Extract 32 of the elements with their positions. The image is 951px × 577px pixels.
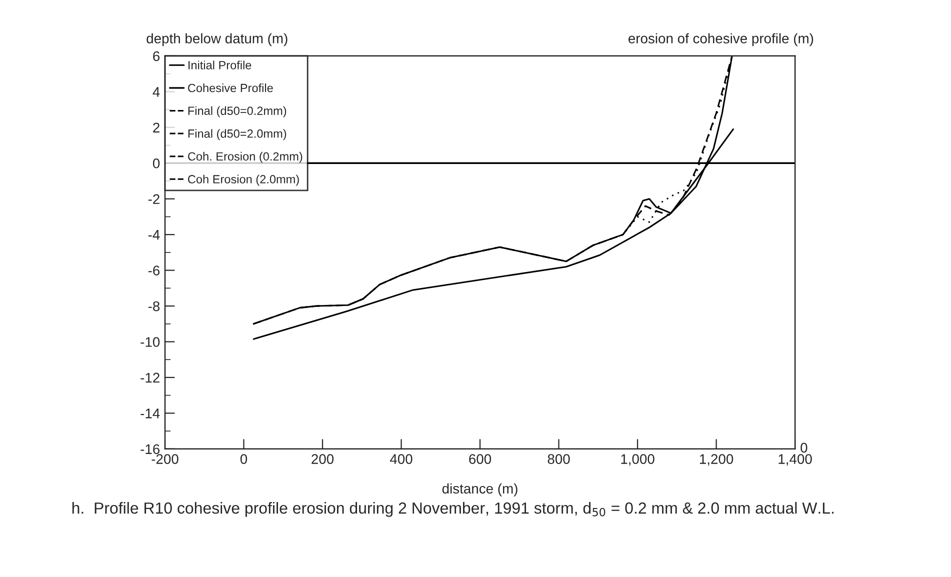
y-tick-label: -8	[148, 301, 160, 312]
x-tick-label: 1,400	[778, 454, 812, 466]
legend-label: Initial Profile	[188, 60, 252, 70]
x-tick-label: 800	[548, 454, 570, 464]
y-tick-label: -16	[140, 444, 160, 454]
x-tick-label: 400	[390, 454, 412, 464]
legend-label: Coh Erosion (2.0mm)	[188, 174, 299, 186]
y-tick-label: 2	[153, 122, 160, 132]
legend-label: Final (d50=0.2mm)	[188, 106, 286, 118]
x-tick-label: 600	[469, 454, 492, 464]
legend-label: Cohesive Profile	[188, 84, 273, 92]
y2-axis-title: erosion of cohesive profile (m)	[628, 33, 814, 46]
x-tick-label: 0	[240, 454, 248, 464]
x-tick-label: 1,200	[700, 454, 734, 466]
y-tick-label: -6	[148, 266, 160, 276]
y-tick-label: -4	[148, 230, 160, 240]
x-tick-label: -200	[152, 454, 178, 464]
y-tick-label: -10	[140, 337, 160, 347]
text: h. Profile R10 cohesive profile erosion during 2 November, 1991 storm, d$_{50}$ = 0.2 mm & 2.0 mm actual W.L.	[72, 502, 834, 517]
y-tick-label: -14	[140, 408, 160, 418]
y-tick-label: -2	[148, 194, 160, 204]
x-tick-label: 1,000	[621, 454, 654, 466]
text: 0	[800, 442, 808, 453]
y-tick-label: 4	[152, 87, 160, 97]
y-tick-label: 0	[152, 158, 160, 168]
legend-label: Final (d50=2.0mm)	[188, 129, 286, 140]
y-tick-label: 6	[153, 51, 160, 62]
y-tick-label: -12	[140, 372, 160, 382]
x-tick-label: 200	[312, 454, 334, 464]
y-axis-title: depth below datum (m)	[146, 33, 288, 46]
legend-label: Coh. Erosion (0.2mm)	[188, 152, 302, 163]
x-axis-title: distance (m)	[442, 483, 518, 496]
